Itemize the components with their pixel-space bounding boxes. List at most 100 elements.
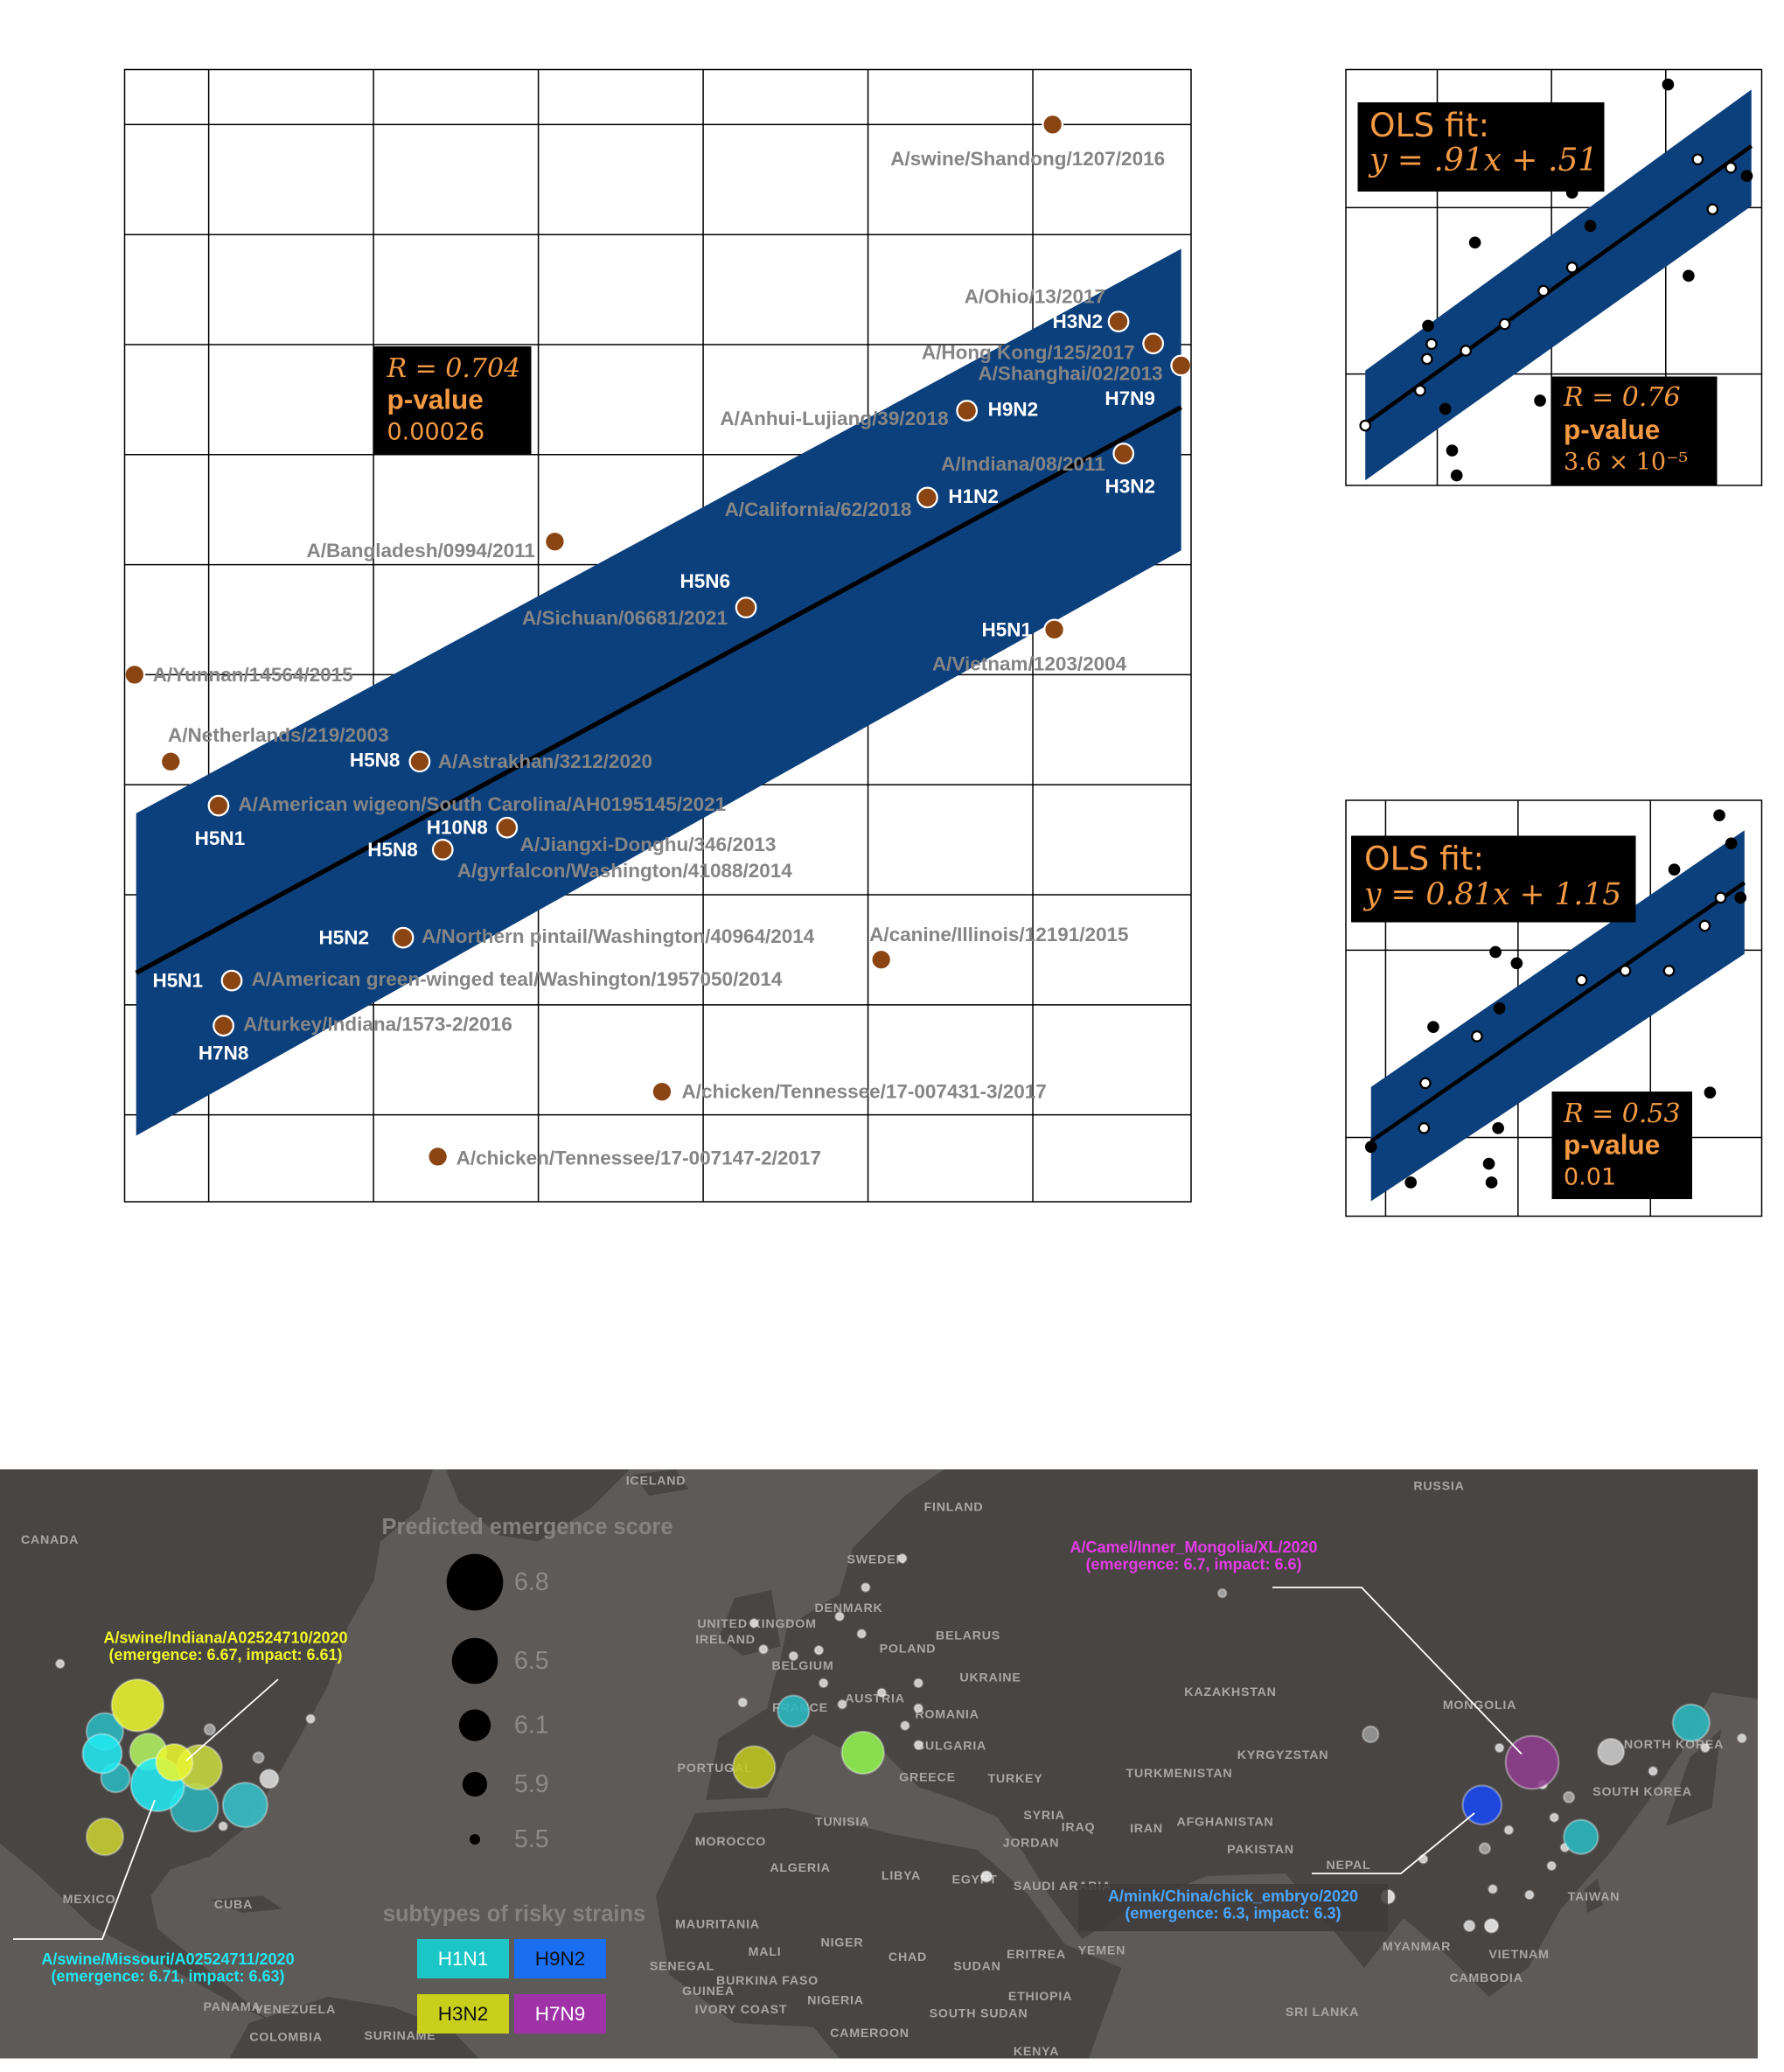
strain-bubble [813, 1645, 825, 1656]
data-point [1489, 945, 1502, 959]
strain-label: A/Sichuan/06681/2021 [522, 607, 728, 629]
strain-bubble [305, 1713, 316, 1724]
strain-bubble [913, 1740, 923, 1750]
data-point [220, 969, 243, 992]
place-label: SWEDEN [847, 1552, 905, 1566]
strain-bubble [913, 1678, 923, 1689]
subtype-label: H7N8 [199, 1043, 249, 1064]
place-label: AFGHANISTAN [1177, 1815, 1274, 1829]
place-label: KENYA [1014, 2045, 1059, 2059]
subtype-legend-label: H3N2 [438, 2003, 489, 2025]
place-label: TURKEY [987, 1772, 1042, 1786]
strain-label: A/Bangladesh/0994/2011 [307, 540, 535, 562]
subtype-label: H5N8 [367, 839, 418, 861]
data-point [1584, 220, 1597, 233]
place-label: AUSTRIA [845, 1692, 905, 1706]
data-point [544, 530, 566, 553]
strain-bubble [203, 1723, 216, 1736]
data-point [431, 839, 454, 861]
strain-label: A/Northern pintail/Washington/40964/2014 [422, 925, 815, 947]
strain-label: A/Indiana/08/2011 [941, 453, 1105, 475]
data-point [392, 926, 415, 949]
land [229, 1997, 479, 2059]
place-label: LIBYA [882, 1869, 921, 1883]
annotation-text: y = 0.81x + 1.15 [1362, 877, 1621, 912]
subtype-legend-swatch [514, 1994, 606, 2034]
strain-bubble [1362, 1725, 1380, 1744]
place-label: VIETNAM [1488, 1948, 1549, 1962]
place-label: BELGIUM [772, 1659, 834, 1673]
place-label: TURKMENISTAN [1126, 1767, 1233, 1781]
data-point [1439, 402, 1452, 415]
size-legend-label: 6.8 [514, 1568, 549, 1596]
strain-label: A/canine/Illinois/12191/2015 [869, 924, 1128, 945]
strain-bubble [1700, 1742, 1711, 1754]
place-label: JORDAN [1003, 1836, 1060, 1850]
data-point [1112, 443, 1135, 464]
annotation-text: p-value [387, 383, 484, 415]
data-point [1043, 618, 1065, 641]
data-point [496, 816, 519, 839]
data-point [1420, 352, 1433, 366]
place-label: CAMEROON [830, 2027, 909, 2041]
strain-label: A/turkey/Indiana/1573-2/2016 [243, 1014, 512, 1036]
data-point [123, 664, 146, 686]
plot-frame [123, 68, 1192, 1203]
data-point [427, 1146, 449, 1168]
place-label: CAMBODIA [1449, 1971, 1523, 1985]
annotation-title: A/swine/Missouri/A02524711/2020 [41, 1950, 294, 1968]
place-label: ROMANIA [915, 1707, 979, 1721]
subtype-legend-swatch [417, 1939, 509, 1979]
data-point [1534, 394, 1546, 407]
subtype-legend-label: H9N2 [535, 1948, 586, 1970]
annotation-text: R = 0.704 [387, 353, 521, 384]
place-label: IVORY COAST [695, 2003, 788, 2017]
land [706, 1469, 1758, 1998]
data-point [1414, 384, 1426, 397]
confidence-band [1370, 830, 1745, 1202]
strain-bubble [1503, 1824, 1515, 1836]
place-label: COLOMBIA [249, 2030, 323, 2044]
plot-frame [1345, 68, 1763, 486]
place-label: MALI [749, 1945, 782, 1959]
strain-label: A/Vietnam/1203/2004 [932, 652, 1127, 674]
place-label: POLAND [880, 1642, 937, 1656]
data-point [1668, 863, 1681, 876]
data-point [1662, 78, 1675, 91]
place-label: NORTH KOREA [1624, 1738, 1724, 1752]
size-legend-marker [462, 1771, 488, 1797]
data-point [1683, 269, 1695, 283]
annotation-title: A/Camel/Inner_Mongolia/XL/2020 [1070, 1538, 1317, 1556]
land [0, 1469, 433, 2021]
data-point [1485, 1176, 1498, 1189]
land [656, 1808, 1122, 2059]
place-label: PAKISTAN [1227, 1843, 1294, 1857]
subtype-label: H5N1 [152, 970, 203, 992]
subtype-label: H5N1 [195, 827, 246, 849]
leader-line [13, 1799, 156, 1940]
strain-label: A/Astrakhan/3212/2020 [438, 750, 652, 772]
annotation-text: OLS fit: [1369, 106, 1489, 144]
strain-bubble [861, 1582, 871, 1593]
data-point [916, 486, 938, 509]
annotation-box [1551, 1092, 1692, 1200]
strain-bubble [1483, 1918, 1500, 1934]
data-point [1419, 1077, 1432, 1090]
place-label: ERITREA [1007, 1948, 1066, 1962]
strain-label: A/Shanghai/02/2013 [978, 362, 1162, 384]
annotation-detail: (emergence: 6.7, impact: 6.6) [1085, 1555, 1301, 1573]
strain-bubble [1597, 1737, 1626, 1766]
data-point [159, 750, 182, 773]
strain-bubble [1737, 1733, 1747, 1744]
land [1585, 1879, 1603, 1914]
place-label: DENMARK [814, 1601, 882, 1615]
data-point [1422, 319, 1434, 332]
subtype-legend-label: H7N9 [535, 2003, 586, 2025]
strain-bubble [897, 1553, 908, 1564]
data-point [1418, 1122, 1431, 1134]
place-label: PANAMA [204, 2000, 261, 2014]
strain-bubble [1563, 1818, 1599, 1855]
annotation-text: p-value [1564, 1128, 1660, 1160]
place-label: MYANMAR [1383, 1940, 1451, 1954]
